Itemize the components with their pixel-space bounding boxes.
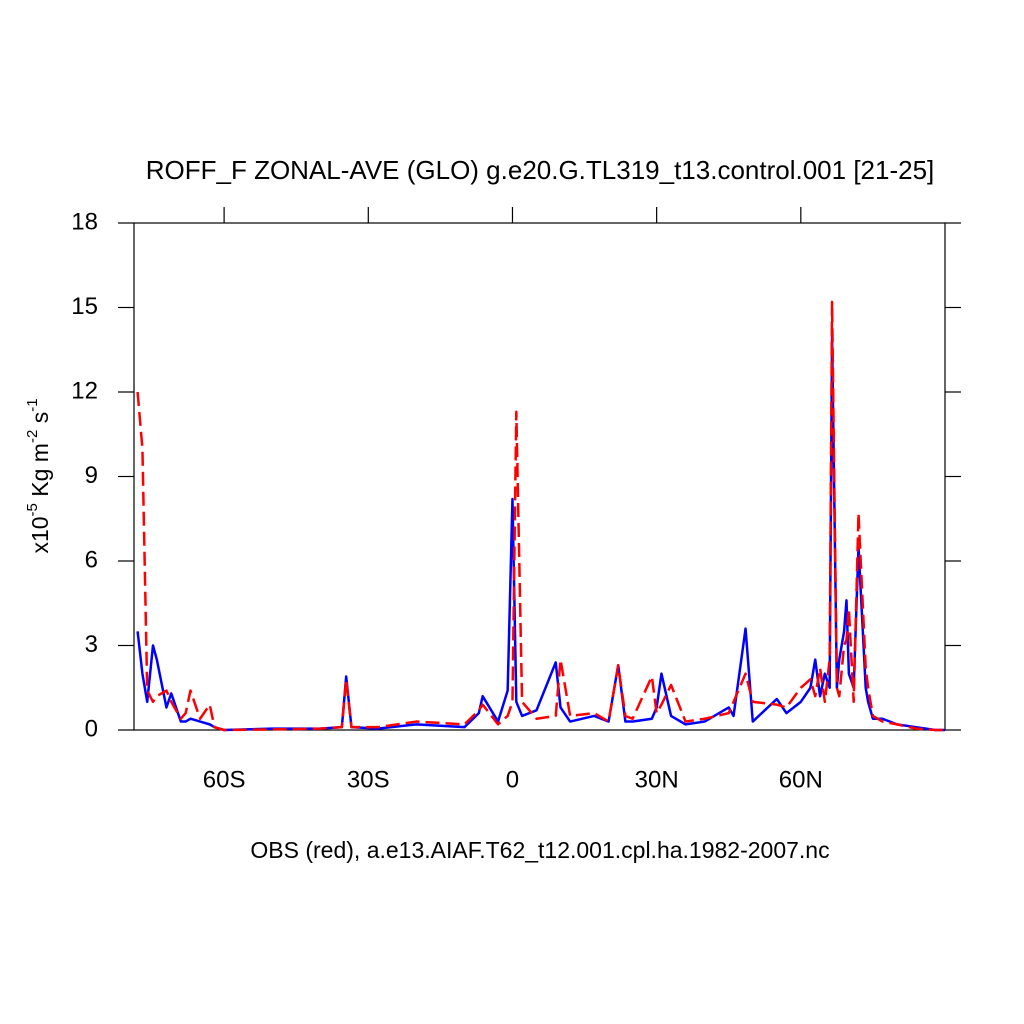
y-label-sup: -2 [24,430,41,443]
y-tick-label: 9 [85,462,98,489]
y-label-part: s [27,412,53,430]
y-tick-label: 3 [85,631,98,658]
y-label-sup: -1 [24,398,41,411]
x-tick-label: 30S [347,766,390,793]
y-axis-label: x10-5 Kg m-2 s-1 [24,398,53,553]
y-tick-label: 18 [71,208,98,235]
y-tick-label: 12 [71,377,98,404]
y-label-sup: -5 [24,503,41,516]
x-tick-label: 60S [203,766,246,793]
y-tick-label: 0 [85,715,98,742]
data-line [136,334,945,732]
x-tick-label: 60N [779,766,823,793]
y-tick-label: 15 [71,293,98,320]
x-tick-label: 0 [506,766,519,793]
y-tick-label: 6 [85,546,98,573]
plot-frame [133,222,946,731]
x-axis-label: OBS (red), a.e13.AIAF.T62_t12.001.cpl.ha… [250,837,829,863]
y-label-part: Kg m [27,443,53,503]
x-tick-label: 30N [635,766,679,793]
data-line [136,300,945,732]
y-label-part: x10 [27,516,53,553]
chart-title: ROFF_F ZONAL-AVE (GLO) g.e20.G.TL319_t13… [146,155,935,185]
